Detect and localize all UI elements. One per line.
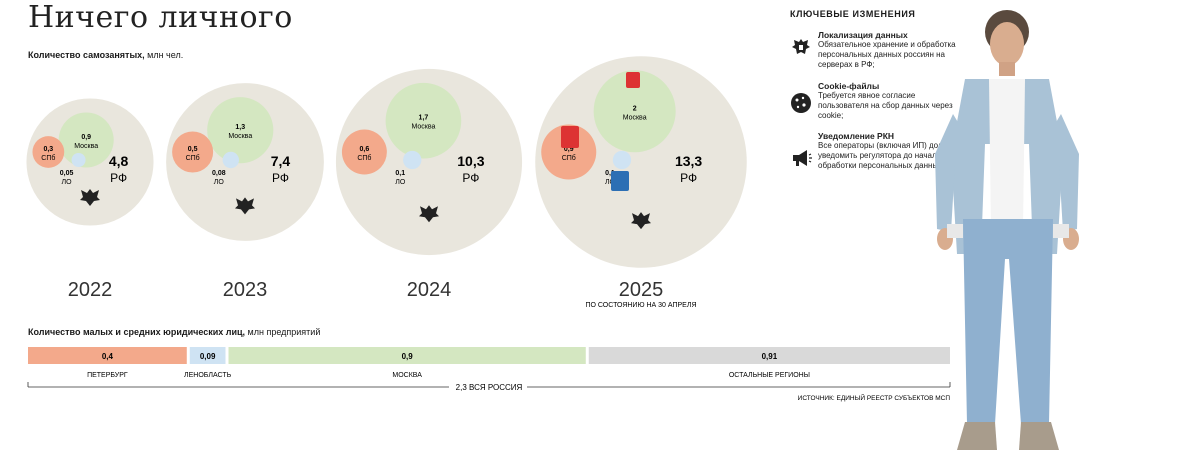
lo-value: 0,1	[605, 170, 615, 177]
lo-label: ЛО	[214, 179, 225, 186]
person-illustration	[935, 10, 1079, 450]
spb-value: 0,9	[564, 146, 574, 153]
coat-of-arms-icon	[419, 205, 439, 223]
year-label: 2025	[619, 279, 664, 301]
total-bubble	[535, 56, 747, 268]
total-label: 2,3 ВСЯ РОССИЯ	[456, 383, 523, 392]
lo-label: ЛО	[605, 179, 616, 186]
key-change-item: Cookie-файлы Требуется явное согласие пол…	[818, 81, 953, 120]
coat-of-arms-icon	[631, 212, 651, 230]
moscow-bubble	[385, 82, 462, 159]
bar-segment	[189, 347, 226, 364]
total-bubble	[335, 68, 523, 256]
lo-label: ЛО	[395, 179, 406, 186]
total-value: 7,4	[271, 153, 291, 169]
total-value: 13,3	[675, 153, 702, 169]
moscow-bubble	[593, 70, 676, 153]
total-label-bg	[449, 381, 527, 393]
moscow-label: Москва	[623, 114, 647, 121]
bar-value: 0,4	[102, 352, 114, 361]
coat-of-arms-icon	[792, 39, 810, 54]
bar-segment	[28, 347, 187, 364]
moscow-emblem-icon	[626, 72, 640, 88]
page-title: Ничего личного	[28, 0, 293, 35]
cookie-icon	[791, 93, 811, 113]
bar-value: 0,91	[762, 352, 778, 361]
key-change-item: Локализация данных Обязательное хранение …	[818, 30, 956, 69]
lo-bubble	[222, 151, 240, 169]
spb-label: СПб	[41, 154, 55, 162]
spb-label: СПб	[357, 154, 371, 162]
coat-of-arms-icon	[80, 188, 100, 206]
bar-value: 0,9	[402, 352, 414, 361]
key-change-item: Уведомление РКН Все операторы (включая ИП…	[818, 131, 959, 170]
coat-of-arms-icon	[235, 197, 255, 215]
source-note: ИСТОЧНИК: ЕДИНЫЙ РЕЕСТР СУБЪЕКТОВ МСП	[798, 393, 951, 402]
bar-chart: 0,4 ПЕТЕРБУРГ 0,09 ЛЕНОБЛАСТЬ 0,9 МОСКВА 0,91 О…	[27, 347, 951, 402]
bar-category: ОСТАЛЬНЫЕ РЕГИОНЫ	[729, 372, 810, 379]
moscow-label: Москва	[411, 124, 435, 131]
lo-value: 0,1	[395, 170, 405, 177]
spb-bubble	[32, 136, 65, 168]
total-label: РФ	[462, 171, 479, 185]
spb-label: СПб	[186, 154, 200, 162]
lo-label: ЛО	[62, 179, 73, 186]
total-label: РФ	[110, 171, 127, 185]
moscow-bubble	[58, 112, 114, 168]
moscow-value: 1,3	[235, 124, 245, 131]
spb-bubble	[541, 124, 597, 180]
year-label: 2022	[68, 279, 113, 301]
megaphone-icon	[793, 150, 812, 166]
year-label: 2023	[223, 279, 268, 301]
bar-category: МОСКВА	[392, 372, 422, 379]
year-label: 2024	[407, 279, 452, 301]
year-note: ПО СОСТОЯНИЮ НА 30 АПРЕЛЯ	[585, 302, 696, 309]
moscow-value: 1,7	[419, 115, 429, 122]
bubble-chart-title: Количество самозанятых, млн чел.	[28, 50, 184, 60]
total-value: 4,8	[109, 153, 129, 169]
moscow-value: 2	[633, 105, 637, 112]
lo-emblem-icon	[611, 171, 629, 191]
bar-segment	[228, 347, 586, 364]
total-value: 10,3	[457, 153, 484, 169]
spb-emblem-icon	[561, 126, 579, 148]
spb-bubble	[172, 131, 214, 173]
lo-value: 0,08	[212, 170, 226, 177]
spb-value: 0,5	[188, 146, 198, 153]
moscow-label: Москва	[228, 133, 252, 140]
lo-bubble	[403, 150, 422, 170]
lo-bubble	[612, 150, 632, 170]
spb-bubble	[341, 129, 387, 175]
bar-chart-title: Количество малых и средних юридических л…	[28, 327, 321, 337]
spb-value: 0,3	[43, 146, 53, 153]
moscow-value: 0,9	[81, 134, 91, 141]
total-label: РФ	[272, 171, 289, 185]
lo-value: 0,05	[60, 170, 74, 177]
bar-segment	[588, 347, 950, 364]
bubble-chart: 0,9Москва0,3СПб0,05ЛО4,8РФ20221,3Москва0…	[26, 56, 747, 309]
lo-bubble	[71, 153, 86, 167]
spb-label: СПб	[562, 154, 576, 162]
moscow-bubble	[207, 97, 274, 164]
moscow-label: Москва	[74, 143, 98, 150]
bar-category: ПЕТЕРБУРГ	[87, 372, 128, 379]
total-label: РФ	[680, 171, 697, 185]
spb-value: 0,6	[360, 146, 370, 153]
key-changes-heading: КЛЮЧЕВЫЕ ИЗМЕНЕНИЯ	[790, 9, 916, 19]
bar-category: ЛЕНОБЛАСТЬ	[184, 372, 232, 379]
bar-value: 0,09	[200, 352, 216, 361]
